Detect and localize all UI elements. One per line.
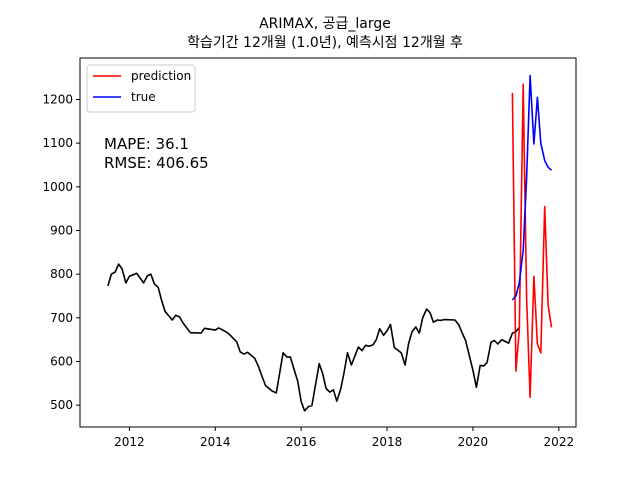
y-tick-label: 500 xyxy=(50,398,73,412)
x-tick-label: 2018 xyxy=(372,435,403,449)
plot-frame xyxy=(79,57,577,428)
x-tick-label: 2012 xyxy=(114,435,145,449)
mape-annotation: MAPE: 36.1 xyxy=(104,135,189,153)
y-tick-label: 900 xyxy=(50,223,73,237)
series-line-true xyxy=(511,74,553,301)
legend: prediction true xyxy=(86,64,196,113)
rmse-annotation: RMSE: 406.65 xyxy=(104,154,209,172)
legend-label-true: true xyxy=(131,90,156,104)
chart-title: ARIMAX, 공급_large xyxy=(259,16,391,32)
series-line-prediction xyxy=(511,83,553,399)
legend-label-prediction: prediction xyxy=(131,69,191,83)
chart-subtitle: 학습기간 12개월 (1.0년), 예측시점 12개월 후 xyxy=(187,35,463,51)
x-tick-label: 2016 xyxy=(286,435,317,449)
y-tick-label: 800 xyxy=(50,267,73,281)
x-tick-label: 2020 xyxy=(458,435,489,449)
series-line-history xyxy=(107,263,520,412)
y-tick-label: 1200 xyxy=(42,92,73,106)
y-tick-label: 700 xyxy=(50,311,73,325)
x-tick-label: 2014 xyxy=(200,435,231,449)
y-tick-label: 600 xyxy=(50,354,73,368)
y-tick-label: 1000 xyxy=(42,180,73,194)
axis-ticks: 2012 2014 2016 2018 2020 2022 500 600 700 800 900 1… xyxy=(42,92,574,449)
x-tick-label: 2022 xyxy=(544,435,575,449)
y-tick-label: 1100 xyxy=(42,136,73,150)
plot-lines xyxy=(107,74,553,412)
